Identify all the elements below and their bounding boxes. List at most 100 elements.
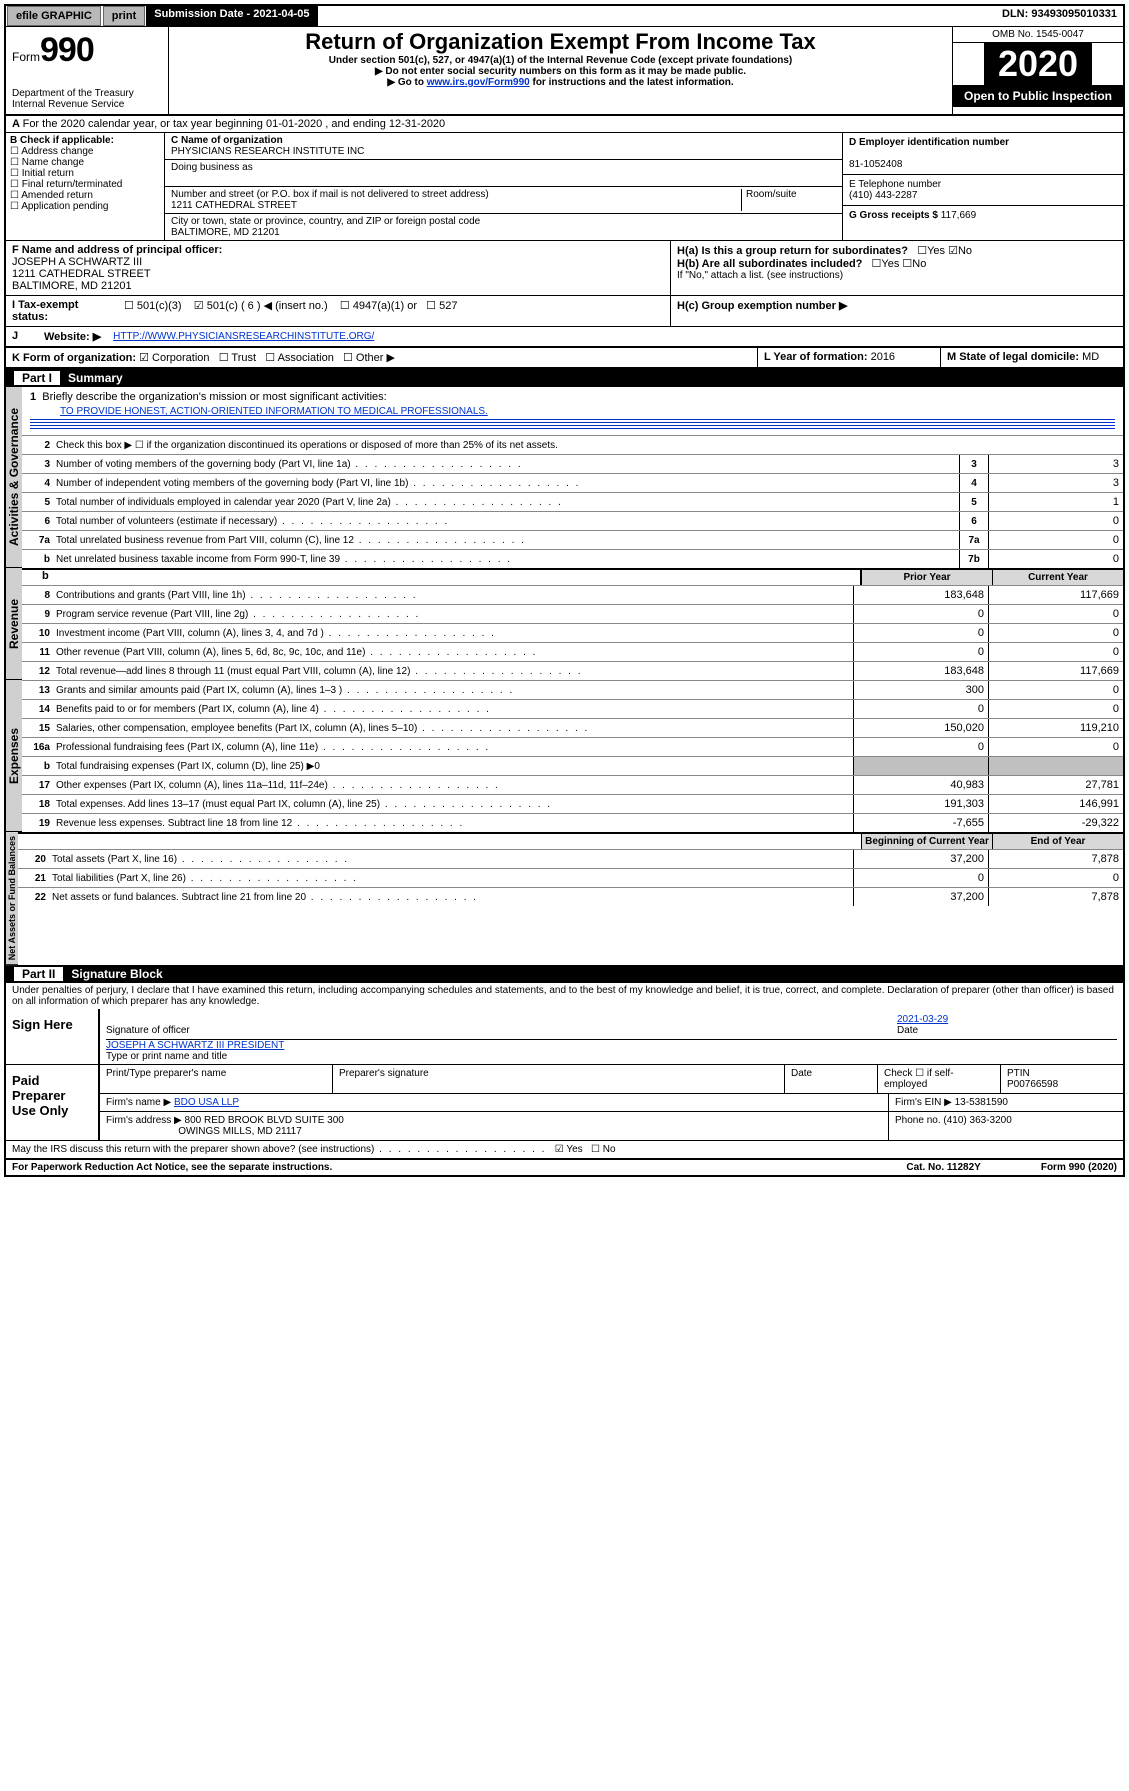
paid-preparer-label: Paid Preparer Use Only <box>6 1065 98 1140</box>
row-i-label: I Tax-exempt status: <box>6 296 118 326</box>
address-street: 1211 CATHEDRAL STREET <box>171 200 297 211</box>
line-13: 13 Grants and similar amounts paid (Part… <box>22 680 1123 699</box>
row-l: L Year of formation: 2016 <box>757 348 940 367</box>
submission-date: Submission Date - 2021-04-05 <box>146 6 317 26</box>
public-inspection-badge: Open to Public Inspection <box>953 85 1123 107</box>
col-begin: Beginning of Current Year <box>861 834 992 849</box>
tab-revenue: Revenue <box>6 568 22 680</box>
form-number: Form990 <box>12 31 162 70</box>
tab-netassets: Net Assets or Fund Balances <box>6 832 18 965</box>
subtitle-1: Under section 501(c), 527, or 4947(a)(1)… <box>173 55 948 66</box>
box-e-label: E Telephone number <box>849 179 941 190</box>
pp-h3: Date <box>784 1065 877 1093</box>
q1-label: Briefly describe the organization's miss… <box>42 391 386 403</box>
line-22: 22 Net assets or fund balances. Subtract… <box>18 887 1123 906</box>
firm-phone: (410) 363-3200 <box>943 1115 1011 1126</box>
website-label: Website: ▶ <box>38 327 107 346</box>
declaration-text: Under penalties of perjury, I declare th… <box>6 983 1123 1009</box>
line-11: 11 Other revenue (Part VIII, column (A),… <box>22 642 1123 661</box>
col-current: Current Year <box>992 570 1123 585</box>
row-j-label: J <box>6 327 38 346</box>
row-m: M State of legal domicile: MD <box>940 348 1123 367</box>
line-7a: 7a Total unrelated business revenue from… <box>22 530 1123 549</box>
officer-addr1: 1211 CATHEDRAL STREET <box>12 268 664 280</box>
line-6: 6 Total number of volunteers (estimate i… <box>22 511 1123 530</box>
officer-name: JOSEPH A SCHWARTZ III <box>12 256 664 268</box>
firm-ein: 13-5381590 <box>955 1097 1008 1108</box>
form-title: Return of Organization Exempt From Incom… <box>173 29 948 55</box>
row-a: A For the 2020 calendar year, or tax yea… <box>6 116 1123 133</box>
line-21: 21 Total liabilities (Part X, line 26) 0… <box>18 868 1123 887</box>
line-14: 14 Benefits paid to or for members (Part… <box>22 699 1123 718</box>
instructions-link[interactable]: www.irs.gov/Form990 <box>427 77 530 88</box>
sign-here-label: Sign Here <box>6 1009 98 1064</box>
dept-label: Department of the Treasury <box>12 88 162 99</box>
subtitle-3: ▶ Go to www.irs.gov/Form990 for instruct… <box>173 77 948 88</box>
pp-h1: Print/Type preparer's name <box>100 1065 332 1093</box>
part-2-header: Part IISignature Block <box>6 965 1123 983</box>
sig-date: 2021-03-29 <box>897 1014 948 1025</box>
box-f-label: F Name and address of principal officer: <box>12 244 664 256</box>
line-18: 18 Total expenses. Add lines 13–17 (must… <box>22 794 1123 813</box>
box-g-label: G Gross receipts $ <box>849 210 938 221</box>
officer-addr2: BALTIMORE, MD 21201 <box>12 280 664 292</box>
line-12: 12 Total revenue—add lines 8 through 11 … <box>22 661 1123 680</box>
form-ref: Form 990 (2020) <box>1041 1162 1117 1173</box>
type-name-label: Type or print name and title <box>106 1051 227 1062</box>
h-a: H(a) Is this a group return for subordin… <box>677 244 1117 257</box>
subtitle-2: ▶ Do not enter social security numbers o… <box>173 66 948 77</box>
tax-year: 2020 <box>984 43 1092 85</box>
firm-city: OWINGS MILLS, MD 21117 <box>178 1126 302 1137</box>
tab-expenses: Expenses <box>6 680 22 832</box>
line-b: b Net unrelated business taxable income … <box>22 549 1123 568</box>
ein-value: 81-1052408 <box>849 159 902 170</box>
box-c: C Name of organization PHYSICIANS RESEAR… <box>165 133 843 240</box>
sig-officer-label: Signature of officer <box>106 1025 190 1036</box>
h-b: H(b) Are all subordinates included? ☐Yes… <box>677 257 1117 270</box>
box-b: B Check if applicable: ☐ Address change … <box>6 133 165 240</box>
pp-h5: PTINP00766598 <box>1000 1065 1123 1093</box>
discuss-row: May the IRS discuss this return with the… <box>6 1141 1123 1160</box>
gross-receipts: 117,669 <box>941 210 976 221</box>
tax-status-options: ☐ 501(c)(3) ☑ 501(c) ( 6 ) ◀ (insert no.… <box>118 296 670 326</box>
ptin-value: P00766598 <box>1007 1079 1058 1090</box>
website-link[interactable]: HTTP://WWW.PHYSICIANSRESEARCHINSTITUTE.O… <box>113 331 374 342</box>
line-10: 10 Investment income (Part VIII, column … <box>22 623 1123 642</box>
print-button[interactable]: print <box>103 6 145 26</box>
h-c: H(c) Group exemption number ▶ <box>670 296 1123 326</box>
dln-label: DLN: 93493095010331 <box>996 6 1123 26</box>
row-k: K Form of organization: ☑ Corporation ☐ … <box>6 348 757 367</box>
col-prior: Prior Year <box>861 570 992 585</box>
efile-button[interactable]: efile GRAPHIC <box>7 6 101 26</box>
pp-h4: Check ☐ if self-employed <box>877 1065 1000 1093</box>
mission-text: TO PROVIDE HONEST, ACTION-ORIENTED INFOR… <box>60 406 488 417</box>
part-1-header: Part ISummary <box>6 369 1123 387</box>
cat-no: Cat. No. 11282Y <box>906 1162 980 1173</box>
line-5: 5 Total number of individuals employed i… <box>22 492 1123 511</box>
h-b-note: If "No," attach a list. (see instruction… <box>677 270 1117 281</box>
line-9: 9 Program service revenue (Part VIII, li… <box>22 604 1123 623</box>
q2-label: Check this box ▶ ☐ if the organization d… <box>56 438 1123 453</box>
line-4: 4 Number of independent voting members o… <box>22 473 1123 492</box>
line-8: 8 Contributions and grants (Part VIII, l… <box>22 585 1123 604</box>
address-city: BALTIMORE, MD 21201 <box>171 227 280 238</box>
line-20: 20 Total assets (Part X, line 16) 37,200… <box>18 849 1123 868</box>
tab-governance: Activities & Governance <box>6 387 22 568</box>
firm-name: BDO USA LLP <box>174 1097 239 1108</box>
line-b: b Total fundraising expenses (Part IX, c… <box>22 756 1123 775</box>
pra-notice: For Paperwork Reduction Act Notice, see … <box>12 1162 332 1173</box>
org-name: PHYSICIANS RESEARCH INSTITUTE INC <box>171 146 364 157</box>
line-19: 19 Revenue less expenses. Subtract line … <box>22 813 1123 832</box>
phone-value: (410) 443-2287 <box>849 190 917 201</box>
irs-label: Internal Revenue Service <box>12 99 162 110</box>
line-17: 17 Other expenses (Part IX, column (A), … <box>22 775 1123 794</box>
officer-sig-name: JOSEPH A SCHWARTZ III PRESIDENT <box>106 1040 284 1051</box>
line-3: 3 Number of voting members of the govern… <box>22 454 1123 473</box>
form-container: efile GRAPHIC print Submission Date - 20… <box>4 4 1125 1177</box>
line-16a: 16a Professional fundraising fees (Part … <box>22 737 1123 756</box>
omb-number: OMB No. 1545-0047 <box>953 27 1123 43</box>
line-15: 15 Salaries, other compensation, employe… <box>22 718 1123 737</box>
box-d-label: D Employer identification number <box>849 137 1009 148</box>
firm-addr: 800 RED BROOK BLVD SUITE 300 <box>185 1115 344 1126</box>
pp-h2: Preparer's signature <box>332 1065 784 1093</box>
